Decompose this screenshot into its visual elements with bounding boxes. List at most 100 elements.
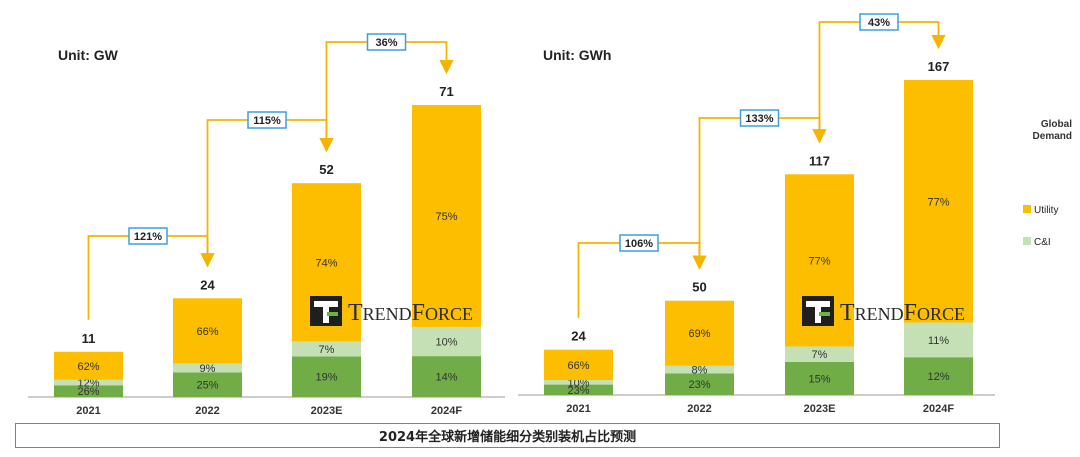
data-label-residential: 23% [688,379,710,391]
growth-rate-label: 133% [745,113,773,125]
data-label-residential: 26% [77,386,99,398]
x-tick-label: 2023E [311,405,343,417]
data-label-residential: 25% [196,380,218,392]
bar-segment-ci [665,365,734,374]
charts-layer: Unit: GW26%12%62%11202125%9%66%24202219%… [28,13,995,417]
data-label-ci: 8% [692,365,708,377]
bar-segment-ci [544,380,613,385]
growth-rate-label: 43% [868,17,890,29]
growth-rate-label: 115% [253,115,281,127]
data-label-ci: 11% [928,335,949,347]
growth-rate-label: 36% [375,37,397,49]
total-label: 50 [692,280,706,295]
unit-label: Unit: GW [58,47,119,63]
data-label-residential: 15% [808,373,830,385]
chart-panel-1: Unit: GW 26%12% 62% 11 2021 25% 9% 66% 24 2022 19%… [28,33,505,417]
bar-segment-utility [54,351,123,380]
legend-label: C&I [1034,237,1051,248]
logo-accent [819,312,830,316]
total-label: 52 [319,162,333,177]
legend-title: Demand [1033,131,1072,142]
bar-segment-utility [173,298,242,364]
x-tick-label: 2021 [566,403,590,415]
figure-caption: 2024年全球新增储能细分类别装机占比预测 [15,423,1000,448]
data-label-utility: 66% [196,326,218,338]
bar-segment-residential [412,356,481,397]
trendforce-watermark: TRENDFORCE [310,296,473,326]
legend-swatch [1023,205,1031,213]
growth-rate-box [128,227,168,245]
bar-group-2024F: 12% 11% 77% 167 2024F [904,59,973,415]
growth-rate-label: 106% [625,238,653,250]
bar-segment-ci [54,379,123,386]
bar-group-2024F: 14% 10% 75% 71 2024F [412,84,481,417]
growth-rate-label: 121% [134,231,162,243]
bar-segment-residential [292,356,361,397]
growth-connector: 121% [87,227,215,320]
data-label-ci: 12% [77,378,99,390]
bar-group-2023E: 19% 7% 74% 52 2023E [292,162,361,417]
legend-title: Global [1041,119,1072,130]
data-label-residential: 12% [927,371,949,383]
data-label-utility: 66% [567,360,589,372]
total-label: 117 [809,153,830,168]
data-label-residential: 14% [435,372,457,384]
data-label-ci: 7% [812,349,828,361]
bar-group-2021: 26%12% 62% 11 2021 [54,331,123,417]
total-label: 167 [928,59,950,74]
bar-segment-ci [785,346,854,362]
watermark-text: TRENDFORCE [348,300,473,326]
legend-label: Utility [1034,205,1058,216]
bar-segment-utility [544,349,613,381]
bar-segment-residential [544,384,613,395]
growth-rate-box [619,234,659,252]
bar-segment-ci [412,326,481,357]
growth-rate-box [859,13,899,31]
bar-segment-residential [785,361,854,395]
x-tick-label: 2023E [804,403,836,415]
data-label-ci: 7% [319,344,335,356]
bar-group-2022: 25% 9% 66% 24 2022 [173,277,242,417]
watermark-text: TRENDFORCE [840,300,965,326]
data-label-utility: 74% [315,257,337,269]
legend-item: Utility [1023,205,1058,216]
bar-segment-ci [173,363,242,373]
growth-rate-box [366,33,407,51]
growth-connector: 36% [325,33,454,152]
x-tick-label: 2022 [687,403,711,415]
bar-segment-utility [904,80,973,323]
bar-segment-residential [904,357,973,395]
logo-t-shape [806,301,830,323]
growth-connector: 43% [818,13,946,143]
growth-rate-box [739,109,780,127]
bar-segment-residential [173,372,242,397]
logo-t-shape [314,301,338,323]
data-label-utility: 77% [808,255,830,267]
bar-segment-ci [904,322,973,358]
x-tick-label: 2021 [76,405,100,417]
x-tick-label: 2024F [431,405,462,417]
x-tick-label: 2024F [923,403,954,415]
total-label: 24 [571,329,586,344]
total-label: 11 [82,331,96,346]
growth-rate-box [247,111,287,129]
data-label-ci: 10% [435,337,457,349]
data-label-utility: 77% [927,196,949,208]
bar-group-2023E: 15% 7% 77% 117 2023E [785,153,854,415]
total-label: 71 [439,84,453,99]
bar-segment-ci [292,341,361,357]
data-label-utility: 75% [435,211,457,223]
bar-segment-utility [665,300,734,366]
data-label-ci: 10% [567,377,589,389]
unit-label: Unit: GWh [543,47,611,63]
chart-panel-2: Unit: GWh23%10%66%24202123%8%69%50202215… [518,13,995,415]
data-label-residential: 23% [567,385,589,397]
bar-segment-utility [412,105,481,327]
x-tick-label: 2022 [195,405,219,417]
logo-accent [327,312,338,316]
bar-segment-residential [54,385,123,397]
total-label: 24 [200,277,215,292]
data-label-residential: 19% [315,372,337,384]
